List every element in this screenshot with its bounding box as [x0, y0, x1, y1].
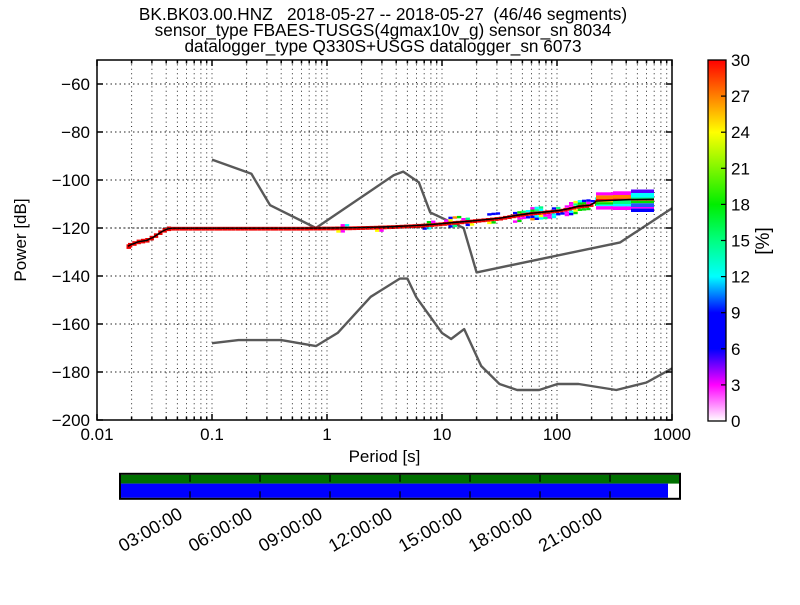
svg-text:0: 0 [731, 412, 740, 431]
svg-text:0.01: 0.01 [80, 425, 113, 444]
svg-text:−100: −100 [52, 171, 90, 190]
svg-text:Period [s]: Period [s] [349, 447, 421, 466]
svg-text:sensor_type FBAES-TUSGS(4gmax1: sensor_type FBAES-TUSGS(4gmax10v_g) sens… [155, 20, 612, 40]
svg-text:6: 6 [731, 340, 740, 359]
svg-text:24: 24 [731, 123, 750, 142]
svg-text:30: 30 [731, 51, 750, 70]
svg-text:−120: −120 [52, 219, 90, 238]
svg-text:18: 18 [731, 195, 750, 214]
svg-text:21: 21 [731, 159, 750, 178]
svg-text:12: 12 [731, 268, 750, 287]
svg-text:Power [dB]: Power [dB] [11, 198, 30, 281]
svg-text:15: 15 [731, 232, 750, 251]
svg-text:−80: −80 [61, 123, 90, 142]
svg-text:0.1: 0.1 [200, 425, 224, 444]
svg-text:[%]: [%] [753, 227, 774, 254]
svg-text:datalogger_type Q330S+USGS dat: datalogger_type Q330S+USGS datalogger_sn… [184, 36, 581, 56]
svg-text:1000: 1000 [653, 425, 691, 444]
svg-text:−160: −160 [52, 315, 90, 334]
svg-text:3: 3 [731, 376, 740, 395]
svg-text:1: 1 [322, 425, 331, 444]
svg-text:9: 9 [731, 304, 740, 323]
svg-text:−180: −180 [52, 363, 90, 382]
svg-text:100: 100 [543, 425, 571, 444]
svg-text:BK.BK03.00.HNZ 2018-05-27 --: BK.BK03.00.HNZ 2018-05-27 -- 2018-05-27 … [139, 4, 627, 24]
svg-text:10: 10 [433, 425, 452, 444]
svg-text:−200: −200 [52, 411, 90, 430]
svg-text:27: 27 [731, 87, 750, 106]
svg-text:−60: −60 [61, 75, 90, 94]
svg-text:−140: −140 [52, 267, 90, 286]
